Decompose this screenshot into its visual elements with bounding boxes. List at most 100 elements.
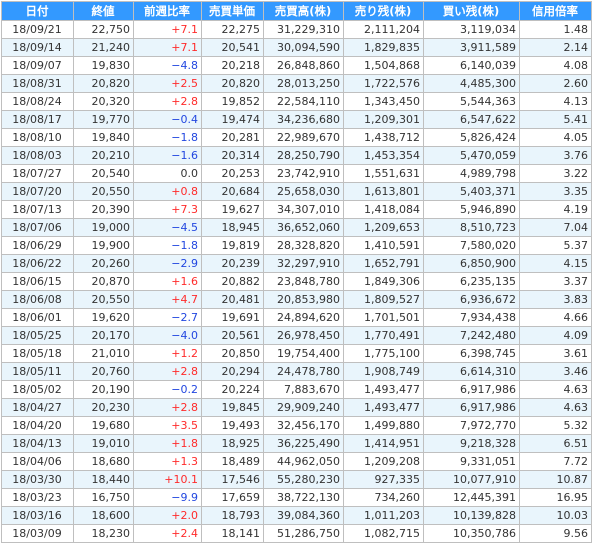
cell-close: 19,770 [73, 110, 134, 129]
header-ratio: 信用倍率 [519, 1, 592, 21]
cell-volume: 55,280,230 [263, 470, 344, 489]
cell-price: 20,541 [201, 38, 264, 57]
cell-change: −1.8 [133, 236, 202, 255]
cell-buy: 10,139,828 [423, 506, 520, 525]
table-row: 18/03/16 18,600 +2.0 18,793 39,084,360 1,011,… [1, 506, 592, 525]
cell-close: 16,750 [73, 488, 134, 507]
cell-price: 19,474 [201, 110, 264, 129]
cell-buy: 10,077,910 [423, 470, 520, 489]
cell-price: 19,852 [201, 92, 264, 111]
cell-price: 17,659 [201, 488, 264, 507]
cell-volume: 44,962,050 [263, 452, 344, 471]
cell-ratio: 3.22 [519, 164, 592, 183]
table-row: 18/08/03 20,210 −1.6 20,314 28,250,790 1,453,… [1, 146, 592, 165]
cell-change: +1.2 [133, 344, 202, 363]
cell-price: 18,489 [201, 452, 264, 471]
cell-close: 18,230 [73, 524, 134, 543]
cell-date: 18/04/20 [1, 416, 74, 435]
cell-ratio: 2.14 [519, 38, 592, 57]
cell-close: 18,600 [73, 506, 134, 525]
cell-change: +2.8 [133, 92, 202, 111]
cell-close: 19,900 [73, 236, 134, 255]
cell-price: 20,882 [201, 272, 264, 291]
cell-buy: 10,350,786 [423, 524, 520, 543]
cell-buy: 6,547,622 [423, 110, 520, 129]
cell-price: 20,850 [201, 344, 264, 363]
cell-close: 18,680 [73, 452, 134, 471]
cell-date: 18/03/23 [1, 488, 74, 507]
cell-change: +1.6 [133, 272, 202, 291]
cell-change: +2.5 [133, 74, 202, 93]
cell-ratio: 3.76 [519, 146, 592, 165]
cell-price: 20,314 [201, 146, 264, 165]
cell-ratio: 9.56 [519, 524, 592, 543]
cell-buy: 5,946,890 [423, 200, 520, 219]
cell-price: 18,925 [201, 434, 264, 453]
cell-buy: 6,140,039 [423, 56, 520, 75]
table-row: 18/08/10 19,840 −1.8 20,281 22,989,670 1,438,… [1, 128, 592, 147]
cell-date: 18/08/24 [1, 92, 74, 111]
table-row: 18/07/06 19,000 −4.5 18,945 36,652,060 1,209,… [1, 218, 592, 237]
cell-ratio: 4.66 [519, 308, 592, 327]
cell-close: 20,260 [73, 254, 134, 273]
table-row: 18/09/14 21,240 +7.1 20,541 30,094,590 1,829,… [1, 38, 592, 57]
cell-ratio: 4.63 [519, 380, 592, 399]
cell-buy: 7,972,770 [423, 416, 520, 435]
cell-ratio: 7.72 [519, 452, 592, 471]
cell-volume: 36,652,060 [263, 218, 344, 237]
cell-sell: 1,414,951 [343, 434, 424, 453]
table-row: 18/08/17 19,770 −0.4 19,474 34,236,680 1,209,… [1, 110, 592, 129]
cell-sell: 1,504,868 [343, 56, 424, 75]
cell-change: +4.7 [133, 290, 202, 309]
cell-date: 18/07/20 [1, 182, 74, 201]
cell-change: −0.4 [133, 110, 202, 129]
cell-buy: 7,242,480 [423, 326, 520, 345]
table-row: 18/09/21 22,750 +7.1 22,275 31,229,310 2,111,… [1, 20, 592, 39]
cell-sell: 1,770,491 [343, 326, 424, 345]
table-header-row: 日付 終値 前週比率 売買単価 売買高(株) 売り残(株) 買い残(株) 信用倍… [1, 1, 592, 21]
cell-close: 20,390 [73, 200, 134, 219]
cell-close: 19,830 [73, 56, 134, 75]
cell-sell: 1,722,576 [343, 74, 424, 93]
cell-buy: 3,911,589 [423, 38, 520, 57]
cell-change: +0.8 [133, 182, 202, 201]
cell-buy: 6,614,310 [423, 362, 520, 381]
cell-buy: 8,510,723 [423, 218, 520, 237]
cell-ratio: 4.13 [519, 92, 592, 111]
cell-change: −1.8 [133, 128, 202, 147]
cell-ratio: 2.60 [519, 74, 592, 93]
cell-ratio: 4.63 [519, 398, 592, 417]
cell-sell: 1,908,749 [343, 362, 424, 381]
header-sell: 売り残(株) [343, 1, 424, 21]
header-volume: 売買高(株) [263, 1, 344, 21]
table-row: 18/04/13 19,010 +1.8 18,925 36,225,490 1,414,… [1, 434, 592, 453]
table-row: 18/08/24 20,320 +2.8 19,852 22,584,110 1,343,… [1, 92, 592, 111]
cell-price: 20,239 [201, 254, 264, 273]
cell-close: 20,190 [73, 380, 134, 399]
cell-buy: 9,218,328 [423, 434, 520, 453]
cell-volume: 22,989,670 [263, 128, 344, 147]
cell-date: 18/08/17 [1, 110, 74, 129]
cell-close: 19,840 [73, 128, 134, 147]
cell-sell: 1,652,791 [343, 254, 424, 273]
cell-ratio: 3.46 [519, 362, 592, 381]
cell-change: −2.9 [133, 254, 202, 273]
table-row: 18/04/27 20,230 +2.8 19,845 29,909,240 1,493,… [1, 398, 592, 417]
cell-volume: 30,094,590 [263, 38, 344, 57]
cell-volume: 19,754,400 [263, 344, 344, 363]
cell-price: 20,820 [201, 74, 264, 93]
cell-sell: 1,209,208 [343, 452, 424, 471]
cell-close: 20,210 [73, 146, 134, 165]
cell-close: 20,820 [73, 74, 134, 93]
cell-buy: 6,850,900 [423, 254, 520, 273]
cell-volume: 34,236,680 [263, 110, 344, 129]
cell-close: 20,320 [73, 92, 134, 111]
table-row: 18/07/27 20,540 0.0 20,253 23,742,910 1,551,6… [1, 164, 592, 183]
cell-date: 18/08/10 [1, 128, 74, 147]
cell-date: 18/07/27 [1, 164, 74, 183]
cell-sell: 1,829,835 [343, 38, 424, 57]
table-row: 18/06/22 20,260 −2.9 20,239 32,297,910 1,652,… [1, 254, 592, 273]
cell-sell: 1,209,653 [343, 218, 424, 237]
cell-volume: 24,478,780 [263, 362, 344, 381]
cell-change: 0.0 [133, 164, 202, 183]
